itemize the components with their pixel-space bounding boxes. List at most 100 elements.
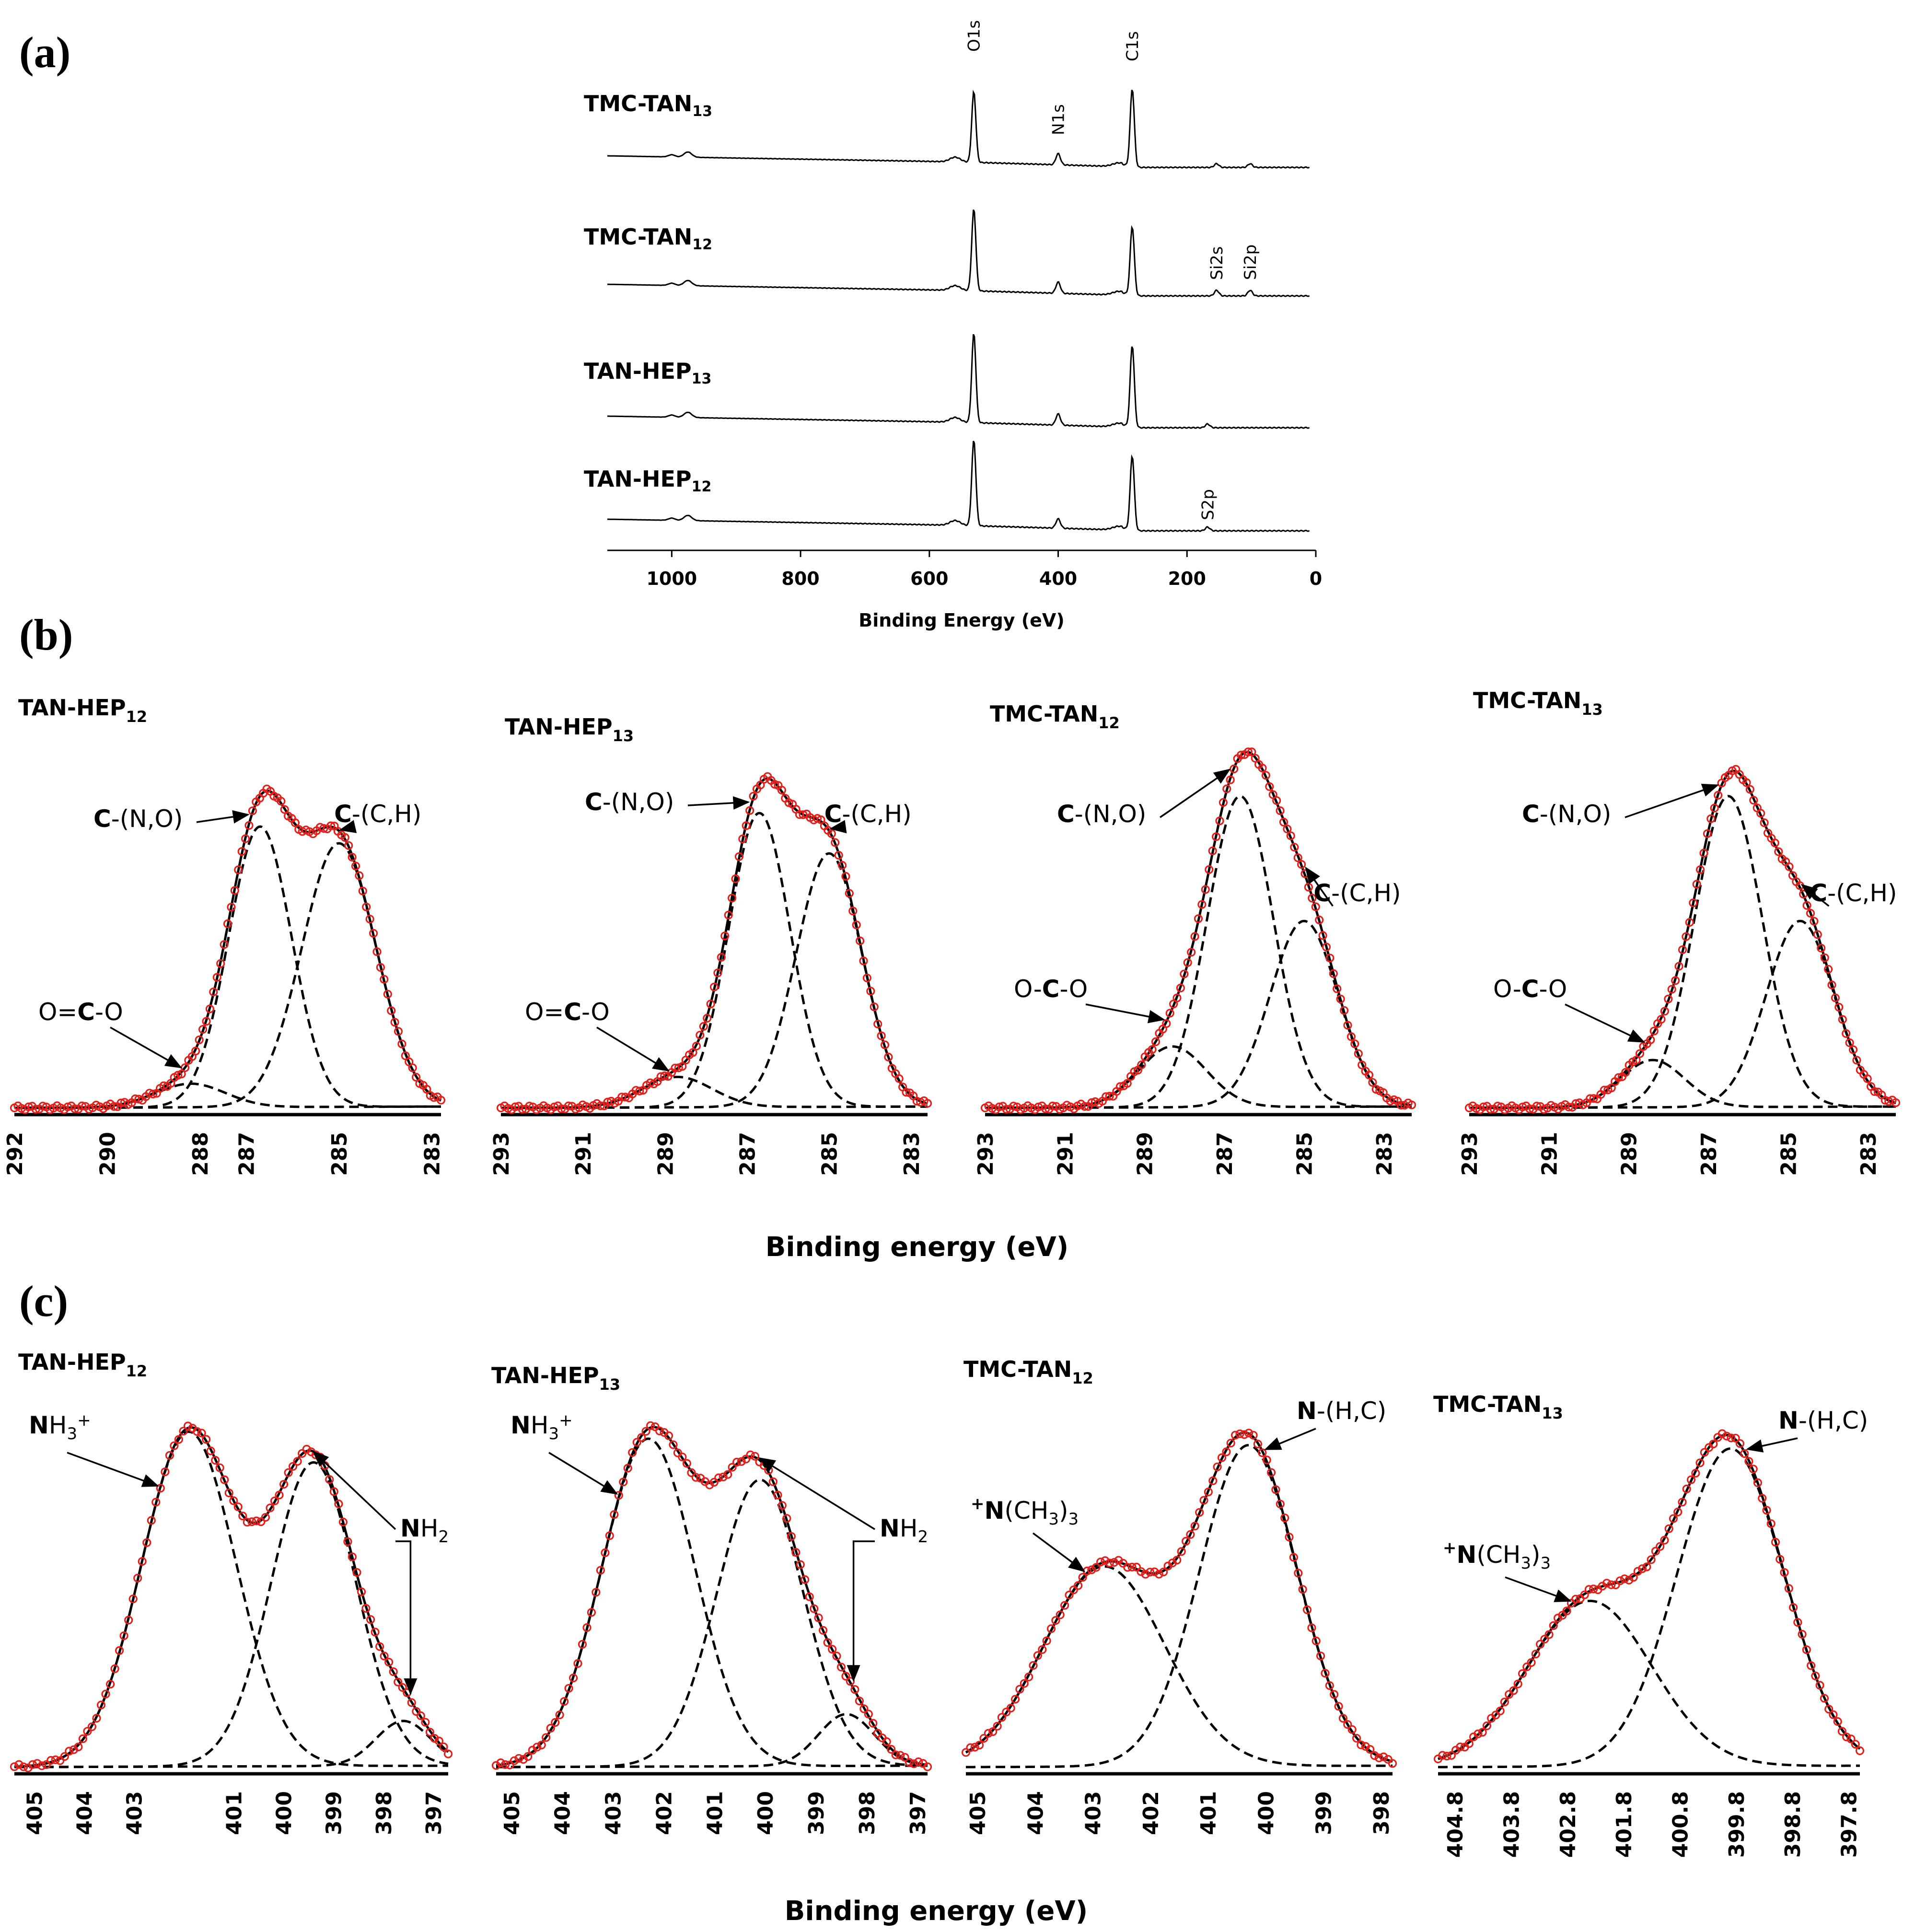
data-point	[1863, 1074, 1872, 1083]
data-point	[1340, 1006, 1349, 1015]
data-point	[984, 1729, 993, 1738]
data-point	[746, 1450, 755, 1459]
data-point	[411, 1072, 421, 1082]
annotation-arrow	[829, 820, 847, 834]
panel-label-c: (c)	[19, 1277, 68, 1326]
data-point	[14, 1760, 23, 1769]
data-point	[1285, 1533, 1294, 1542]
data-point	[1629, 1573, 1638, 1582]
data-point	[1199, 1496, 1208, 1505]
data-point	[523, 1752, 533, 1761]
data-point	[227, 903, 236, 912]
data-point	[1258, 1448, 1267, 1457]
data-point	[1325, 954, 1335, 963]
data-point	[1678, 945, 1687, 954]
data-point	[1656, 1542, 1665, 1551]
data-point	[430, 1734, 439, 1743]
fit-envelope	[985, 751, 1412, 1109]
data-point	[1536, 1640, 1545, 1649]
annotation-arrow	[196, 810, 250, 824]
annotation-arrow	[338, 820, 357, 833]
data-point	[1316, 1652, 1325, 1661]
x-tick-label: 404	[551, 1791, 575, 1835]
x-tick-label: 283	[420, 1132, 445, 1176]
data-point	[434, 1736, 444, 1746]
data-point	[1486, 1105, 1495, 1114]
data-point	[831, 838, 840, 847]
data-point	[1638, 1564, 1647, 1573]
data-point	[864, 1710, 873, 1719]
label-nhc: N-(H,C)	[1297, 1397, 1386, 1425]
data-point	[1318, 931, 1327, 940]
data-point	[525, 1102, 534, 1111]
component-curve	[1469, 1059, 1896, 1109]
annotation-arrow	[1505, 1576, 1572, 1602]
data-point	[407, 1698, 416, 1707]
data-point	[614, 1491, 623, 1500]
data-point	[205, 1004, 214, 1013]
data-point	[834, 850, 843, 860]
data-point	[714, 1473, 723, 1482]
data-point	[621, 1093, 630, 1102]
data-point	[1646, 1035, 1655, 1045]
data-point	[1735, 1439, 1744, 1448]
deconvolution-chart-2: 293 291 289 287 285 283 TMC-TAN12 C-(C,H) C-(N,O…	[974, 701, 1416, 1176]
data-point	[1649, 1026, 1659, 1036]
data-point	[841, 872, 850, 881]
data-point	[1891, 1098, 1901, 1107]
label-c-ch: C-(C,H)	[1810, 879, 1897, 907]
data-point	[115, 1646, 124, 1655]
label-c-no: C-(N,O)	[93, 805, 183, 833]
data-point	[1776, 1555, 1785, 1564]
x-tick-label: 399.8	[1725, 1791, 1749, 1858]
data-point	[1289, 1553, 1298, 1562]
data-point	[355, 871, 364, 880]
data-point	[1011, 1695, 1020, 1704]
data-point	[768, 1477, 778, 1486]
data-point	[1172, 1556, 1182, 1565]
x-tick-label: 293	[489, 1132, 514, 1176]
data-point	[1226, 1439, 1235, 1448]
data-point	[1589, 1094, 1598, 1103]
data-point	[900, 1753, 909, 1762]
data-point	[1766, 1519, 1776, 1528]
data-point	[814, 1613, 823, 1622]
data-point	[727, 894, 737, 903]
data-point	[720, 931, 730, 941]
deconvolution-chart-3: 293 291 289 287 285 283 TMC-TAN13 C-(C,H) C-(N,O…	[1458, 687, 1901, 1176]
data-point	[1219, 798, 1228, 807]
data-point	[1208, 1476, 1218, 1485]
data-point	[366, 1615, 375, 1624]
data-point	[742, 821, 751, 830]
data-point	[1366, 1745, 1375, 1754]
data-point	[1271, 1485, 1280, 1494]
data-point	[429, 1093, 439, 1102]
data-point	[887, 1745, 896, 1754]
data-point	[923, 1762, 932, 1771]
data-point	[1236, 750, 1246, 760]
data-point	[1651, 1547, 1660, 1556]
data-point	[142, 1538, 151, 1547]
data-point	[862, 973, 872, 983]
data-point	[909, 1759, 918, 1769]
x-tick-label: 402.8	[1556, 1791, 1580, 1858]
data-point	[823, 1638, 832, 1647]
data-point	[1038, 1645, 1047, 1654]
data-point	[1205, 865, 1214, 874]
label-c-no: C-(N,O)	[585, 788, 674, 816]
data-point	[1482, 1721, 1491, 1730]
data-point	[216, 959, 225, 968]
x-tick-label: 401	[222, 1791, 247, 1835]
x-tick-label: 401	[1196, 1791, 1221, 1835]
x-tick-label: 405	[500, 1791, 524, 1835]
data-point	[966, 1743, 975, 1752]
data-point	[997, 1713, 1006, 1722]
data-point	[660, 1071, 669, 1081]
data-point	[1870, 1087, 1879, 1096]
data-point	[1195, 1508, 1204, 1517]
data-point	[1321, 1669, 1330, 1678]
x-tick-label: 401.8	[1612, 1791, 1636, 1858]
data-point	[1165, 1009, 1174, 1018]
data-point	[1182, 1536, 1191, 1546]
data-point	[1298, 1585, 1307, 1594]
